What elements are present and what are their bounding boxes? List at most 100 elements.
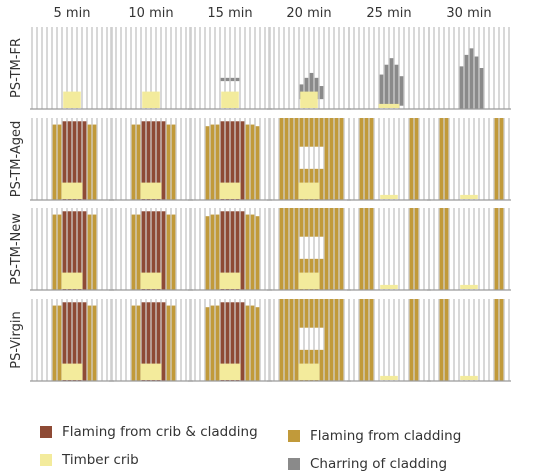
panel-r3-c6 (427, 208, 511, 291)
row-labels: PS-TM-FR PS-TM-Aged PS-TM-New PS-Virgin (9, 38, 24, 369)
panel-r3-c4 (267, 208, 351, 291)
timber-crib (221, 91, 239, 108)
flame-mark (369, 118, 374, 200)
flame-mark (324, 118, 329, 200)
flame-mark (255, 126, 260, 200)
panel-r3-c2 (109, 208, 193, 291)
panel-r1-c2 (109, 27, 193, 110)
flame-mark (304, 77, 309, 100)
panel-r1-c1 (30, 27, 114, 110)
flame-mark (494, 118, 499, 200)
flame-mark (309, 299, 314, 328)
flame-mark (156, 121, 161, 200)
timber-crib (298, 182, 320, 199)
flame-mark (62, 302, 67, 381)
flame-mark (57, 124, 62, 200)
timber-crib (460, 284, 478, 289)
panel-r2-c4 (267, 118, 351, 201)
flame-mark (225, 302, 230, 381)
legend-label-flaming-cladding: Flaming from cladding (310, 428, 462, 444)
flame-mark (220, 302, 225, 381)
flame-mark (72, 211, 77, 290)
flame-mark (314, 77, 319, 100)
flame-mark (334, 118, 339, 200)
timber-crib (380, 375, 398, 380)
flame-mark (309, 118, 314, 147)
panel-r2-c3 (188, 118, 272, 201)
flame-mark (439, 299, 444, 381)
flame-mark (409, 208, 414, 290)
flame-mark (359, 299, 364, 381)
flame-mark (394, 64, 399, 106)
timber-crib (219, 272, 241, 289)
flame-mark (230, 121, 235, 200)
flame-mark (294, 299, 299, 381)
legend-item-flaming-cladding: Flaming from cladding (288, 428, 461, 444)
flame-mark (250, 305, 255, 381)
flame-mark (319, 118, 324, 147)
flame-mark (319, 168, 324, 200)
flame-mark (379, 74, 384, 106)
panel-r4-c3 (188, 299, 272, 382)
column-header-1: 5 min (54, 6, 91, 21)
flame-mark (156, 302, 161, 381)
flame-mark (205, 126, 210, 200)
flame-mark (240, 211, 245, 290)
flame-mark (136, 305, 141, 381)
flame-mark (389, 58, 394, 106)
panel-r1-c4 (267, 27, 351, 110)
flame-mark (494, 208, 499, 290)
flame-mark (131, 214, 136, 290)
flame-mark (171, 305, 176, 381)
flame-mark (52, 124, 57, 200)
flame-mark (299, 208, 304, 237)
flame-mark (220, 211, 225, 290)
flame-mark (289, 208, 294, 290)
flame-mark (161, 302, 166, 381)
flame-mark (230, 77, 235, 82)
flame-mark (439, 208, 444, 290)
flame-mark (299, 118, 304, 147)
timber-crib (140, 182, 162, 199)
flame-mark (245, 124, 250, 200)
flame-mark (240, 121, 245, 200)
flame-mark (409, 118, 414, 200)
timber-crib (460, 194, 478, 199)
timber-crib (61, 182, 83, 199)
flame-mark (319, 299, 324, 328)
flame-mark (399, 76, 404, 106)
flame-mark (284, 299, 289, 381)
legend-swatch-timber-crib (40, 454, 52, 466)
flame-mark (444, 118, 449, 200)
flame-mark (499, 299, 504, 381)
flame-mark (141, 302, 146, 381)
flame-mark (294, 118, 299, 200)
flame-mark (314, 299, 319, 328)
flame-mark (87, 124, 92, 200)
flame-mark (92, 305, 97, 381)
flame-mark (309, 208, 314, 237)
flame-mark (151, 211, 156, 290)
panel-r3-c5 (347, 208, 431, 291)
panel-r4-c6 (427, 299, 511, 382)
flame-mark (156, 211, 161, 290)
flame-mark (235, 302, 240, 381)
row-label-4: PS-Virgin (9, 311, 24, 368)
flame-mark (494, 299, 499, 381)
flame-mark (304, 208, 309, 237)
flame-mark (459, 66, 464, 109)
flame-mark (364, 299, 369, 381)
panel-r1-c5 (347, 27, 431, 110)
flame-mark (235, 211, 240, 290)
flame-mark (62, 121, 67, 200)
flame-mark (289, 299, 294, 381)
row-label-2: PS-TM-Aged (9, 121, 24, 198)
flame-mark (67, 302, 72, 381)
panel-r2-c1 (30, 118, 114, 201)
flame-mark (284, 118, 289, 200)
timber-crib (298, 363, 320, 380)
flame-mark (324, 208, 329, 290)
flame-mark (304, 118, 309, 147)
flame-mark (384, 64, 389, 106)
panel-r2-c6 (427, 118, 511, 201)
